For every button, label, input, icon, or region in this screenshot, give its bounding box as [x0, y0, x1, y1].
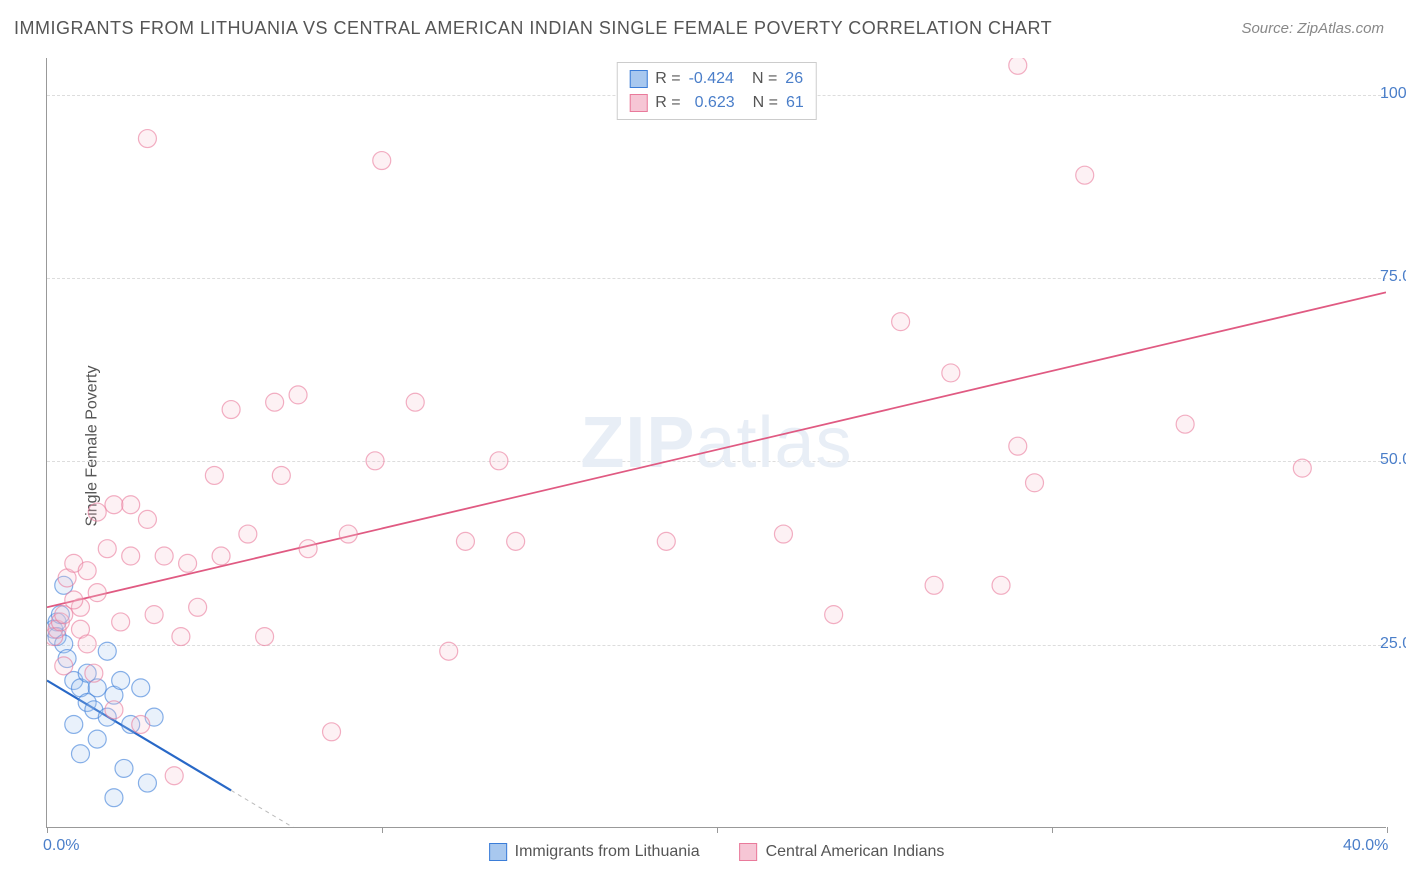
legend-stats: R = -0.424 N = 26 R = 0.623 N = 61 [616, 62, 817, 120]
legend-swatch-series2 [629, 94, 647, 112]
chart-title: IMMIGRANTS FROM LITHUANIA VS CENTRAL AME… [14, 18, 1052, 39]
x-tick-label: 0.0% [43, 837, 79, 855]
legend-item-series2: Central American Indians [740, 843, 945, 861]
x-tick [382, 827, 383, 833]
x-tick [47, 827, 48, 833]
x-tick [1387, 827, 1388, 833]
x-tick [717, 827, 718, 833]
legend-swatch-series1 [489, 843, 507, 861]
legend-series: Immigrants from Lithuania Central Americ… [489, 843, 945, 861]
legend-stats-row: R = -0.424 N = 26 [629, 67, 804, 91]
x-tick-label: 40.0% [1343, 837, 1388, 855]
scatter-svg [47, 58, 1386, 827]
legend-swatch-series1 [629, 70, 647, 88]
plot-area: ZIPatlas R = -0.424 N = 26 R = 0.623 N =… [46, 58, 1386, 828]
legend-stats-row: R = 0.623 N = 61 [629, 91, 804, 115]
legend-swatch-series2 [740, 843, 758, 861]
legend-item-series1: Immigrants from Lithuania [489, 843, 700, 861]
x-tick [1052, 827, 1053, 833]
source-attribution: Source: ZipAtlas.com [1241, 20, 1384, 37]
